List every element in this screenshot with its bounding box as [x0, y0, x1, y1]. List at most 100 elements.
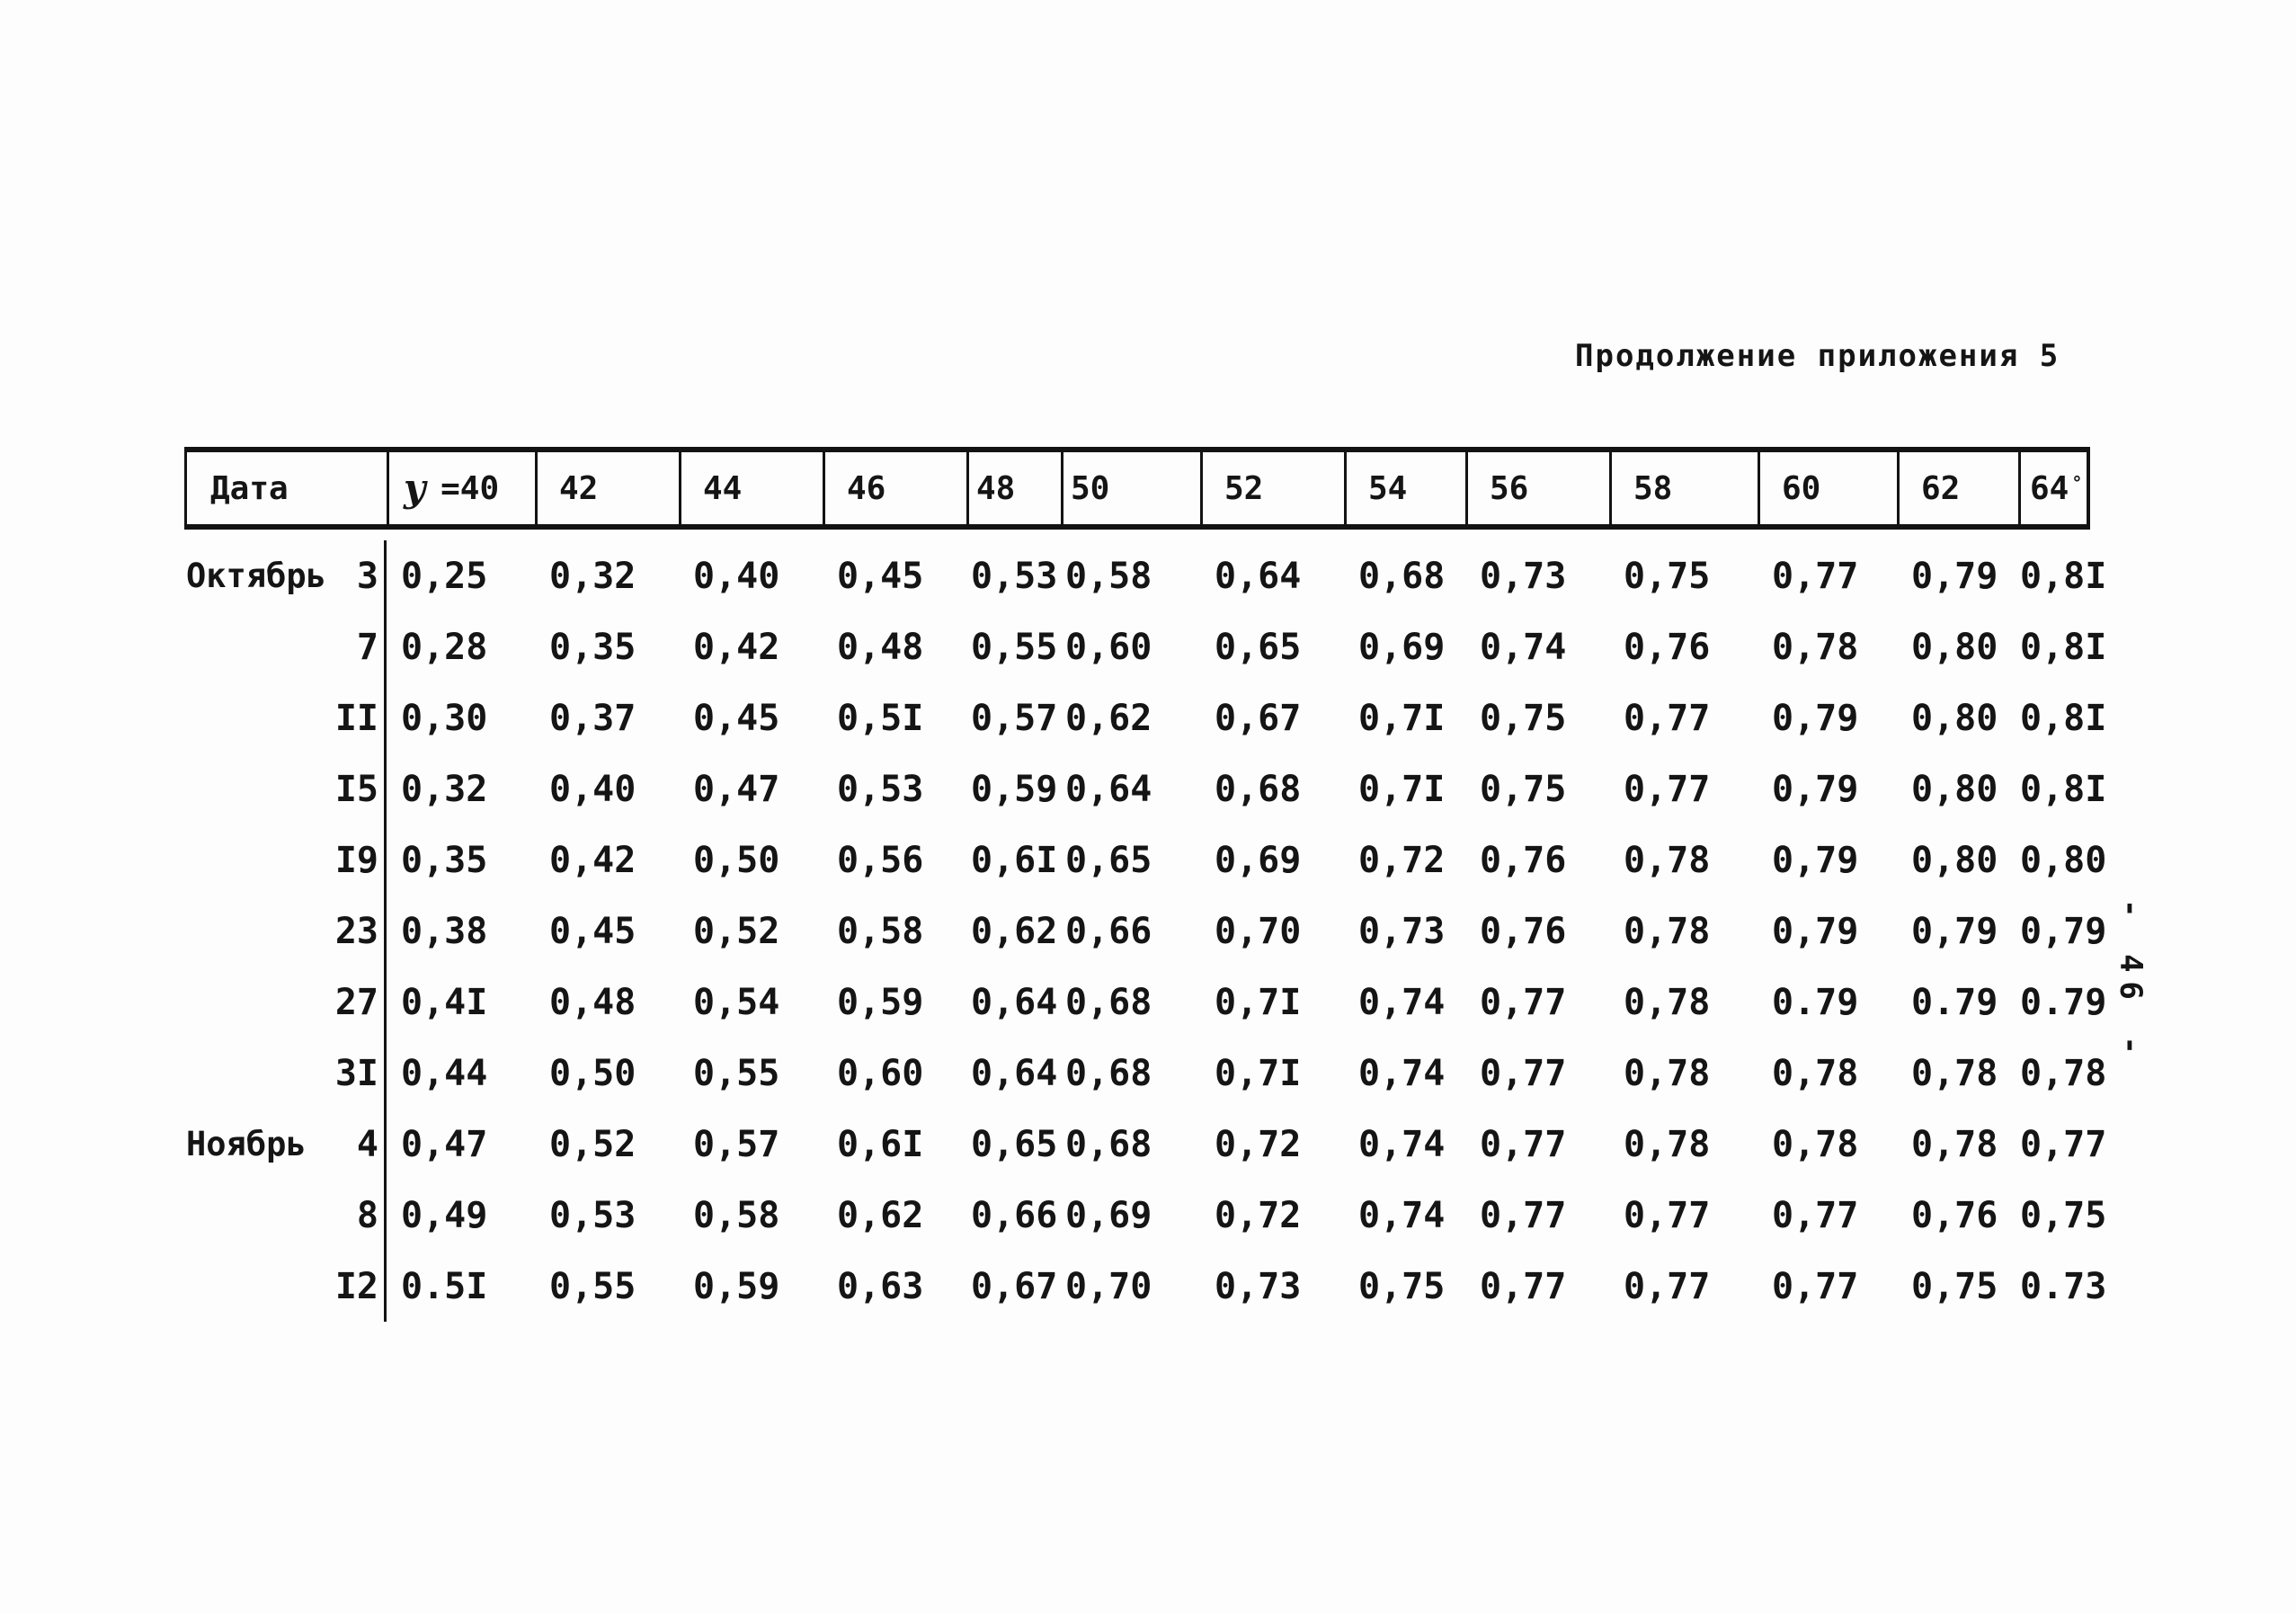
header-cell-48: 48: [966, 452, 1061, 524]
table-row: Ноябрь 4 0,47 0,52 0,57 0,6I 0,65 0,68 0,72 0,74 0…: [184, 1109, 2106, 1180]
day-cell: I5: [328, 753, 387, 824]
value-cell: 0,38: [401, 910, 488, 952]
value-cell: 0,74: [1358, 1123, 1446, 1165]
value-cell: 0,64: [971, 981, 1058, 1023]
day-cell: 4: [328, 1109, 387, 1180]
day-cell: 3I: [328, 1038, 387, 1109]
value-cell: 0,80: [1911, 768, 1998, 810]
value-cell: 0,7I: [1215, 981, 1302, 1023]
value-cell: 0,49: [401, 1194, 488, 1236]
value-cell: 0,32: [401, 768, 488, 810]
header-cell-46: 46: [823, 452, 966, 524]
value-cell: 0,76: [1624, 626, 1711, 668]
value-cell: 0,79: [2020, 910, 2107, 952]
header-cell-54: 54: [1344, 452, 1465, 524]
value-cell: 0,53: [837, 768, 924, 810]
value-cell: 0,47: [401, 1123, 488, 1165]
day-cell: 23: [328, 896, 387, 967]
value-cell: 0.73: [2020, 1265, 2107, 1307]
value-cell: 0,77: [1624, 697, 1711, 739]
date-label: Дата: [210, 469, 289, 507]
value-cell: 0,5I: [837, 697, 924, 739]
value-cell: 0,80: [2020, 839, 2107, 881]
value-cell: 0,74: [1358, 1052, 1446, 1094]
value-cell: 0.79: [1911, 981, 1998, 1023]
value-cell: 0,64: [971, 1052, 1058, 1094]
value-cell: 0,64: [1065, 768, 1152, 810]
value-cell: 0,77: [1480, 1052, 1567, 1094]
header-64-value: 64: [2030, 469, 2069, 507]
value-cell: 0,73: [1215, 1265, 1302, 1307]
value-cell: 0,45: [549, 910, 636, 952]
value-cell: 0,77: [1772, 1265, 1859, 1307]
value-cell: 0,70: [1065, 1265, 1152, 1307]
value-cell: 0,55: [549, 1265, 636, 1307]
value-cell: 0,56: [837, 839, 924, 881]
value-cell: 0,59: [971, 768, 1058, 810]
value-cell: 0,78: [2020, 1052, 2107, 1094]
day-cell: II: [328, 682, 387, 753]
value-cell: 0,69: [1358, 626, 1446, 668]
value-cell: 0,6I: [971, 839, 1058, 881]
value-cell: 0,77: [1772, 1194, 1859, 1236]
value-cell: 0,76: [1480, 910, 1567, 952]
value-cell: 0,4I: [401, 981, 488, 1023]
value-cell: 0,64: [1215, 555, 1302, 597]
header-cell-44: 44: [679, 452, 823, 524]
value-cell: 0,69: [1215, 839, 1302, 881]
value-cell: 0,68: [1065, 1052, 1152, 1094]
value-cell: 0,66: [1065, 910, 1152, 952]
value-cell: 0,28: [401, 626, 488, 668]
value-cell: 0,59: [837, 981, 924, 1023]
header-cell-56: 56: [1465, 452, 1609, 524]
value-cell: 0,76: [1480, 839, 1567, 881]
value-cell: 0,76: [1911, 1194, 1998, 1236]
value-cell: 0,67: [1215, 697, 1302, 739]
table-row: II 0,30 0,37 0,45 0,5I 0,57 0,62 0,67 0,7I 0,75 0,…: [184, 682, 2107, 753]
header-cell-64: 64 °: [2018, 452, 2090, 524]
header-cell-date: Дата: [184, 452, 387, 524]
value-cell: 0,40: [693, 555, 780, 597]
value-cell: 0,74: [1358, 981, 1446, 1023]
table-row: 3I 0,44 0,50 0,55 0,60 0,64 0,68 0,7I 0,74 0,77 0,…: [184, 1038, 2107, 1109]
table-row: 23 0,38 0,45 0,52 0,58 0,62 0,66 0,70 0,73 0,76 0,…: [184, 896, 2107, 967]
value-cell: 0,79: [1911, 555, 1998, 597]
value-cell: 0,78: [1624, 1052, 1711, 1094]
value-cell: 0.79: [2020, 981, 2107, 1023]
value-cell: 0,45: [837, 555, 924, 597]
value-cell: 0,8I: [2020, 555, 2107, 597]
value-cell: 0,50: [549, 1052, 636, 1094]
day-cell: 27: [328, 967, 387, 1038]
degree-mark: °: [2071, 472, 2083, 494]
value-cell: 0,75: [2020, 1194, 2107, 1236]
value-cell: 0,48: [549, 981, 636, 1023]
day-cell: I9: [328, 824, 387, 896]
value-cell: 0,67: [971, 1265, 1058, 1307]
value-cell: 0,45: [693, 697, 780, 739]
table-row: 27 0,4I 0,48 0,54 0,59 0,64 0,68 0,7I 0,74 0,77 0,…: [184, 967, 2107, 1038]
day-cell: I2: [328, 1251, 387, 1322]
value-cell: 0,58: [693, 1194, 780, 1236]
value-cell: 0,35: [401, 839, 488, 881]
value-cell: 0,79: [1772, 839, 1859, 881]
value-cell: 0,77: [1480, 1123, 1567, 1165]
value-cell: 0,73: [1358, 910, 1446, 952]
page-title: Продолжение приложения 5: [1575, 338, 2060, 374]
value-cell: 0,79: [1772, 697, 1859, 739]
value-cell: 0,57: [693, 1123, 780, 1165]
value-cell: 0,60: [837, 1052, 924, 1094]
value-cell: 0,55: [693, 1052, 780, 1094]
value-cell: 0,32: [549, 555, 636, 597]
value-cell: 0,25: [401, 555, 488, 597]
value-cell: 0,72: [1215, 1194, 1302, 1236]
value-cell: 0,47: [693, 768, 780, 810]
value-cell: 0,62: [971, 910, 1058, 952]
value-cell: 0,68: [1358, 555, 1446, 597]
value-cell: 0,66: [971, 1194, 1058, 1236]
value-cell: 0,8I: [2020, 697, 2107, 739]
value-cell: 0,78: [1911, 1052, 1998, 1094]
value-cell: 0,68: [1065, 1123, 1152, 1165]
value-cell: 0,78: [1772, 1123, 1859, 1165]
value-cell: 0,74: [1480, 626, 1567, 668]
value-cell: 0.5I: [401, 1265, 488, 1307]
